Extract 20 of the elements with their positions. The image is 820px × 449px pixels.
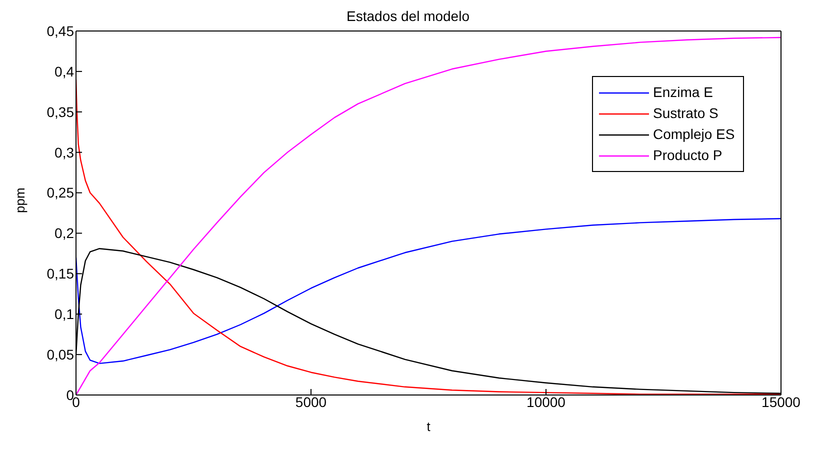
y-tick-label: 0,1 bbox=[54, 306, 74, 322]
y-tick-label: 0,05 bbox=[46, 346, 74, 363]
y-tick-label: 0,2 bbox=[54, 225, 74, 242]
y-tick-label: 0,3 bbox=[54, 144, 74, 160]
x-tick-label: 5000 bbox=[295, 394, 327, 410]
y-tick-label: 0,4 bbox=[54, 63, 74, 80]
legend-label: Producto P bbox=[653, 146, 722, 165]
y-axis-title: ppm bbox=[12, 188, 28, 213]
x-tick-label: 15000 bbox=[762, 394, 801, 410]
x-axis-title: t bbox=[426, 419, 431, 434]
line-series bbox=[76, 218, 781, 364]
x-tick-label: 10000 bbox=[526, 394, 566, 410]
legend-label: Enzima E bbox=[653, 83, 713, 102]
legend-label: Sustrato S bbox=[653, 104, 718, 123]
y-tick-label: 0,45 bbox=[46, 22, 74, 39]
y-tick-label: 0,15 bbox=[46, 266, 74, 282]
legend-label: Complejo ES bbox=[653, 125, 735, 144]
y-tick-label: 0,35 bbox=[46, 104, 74, 120]
y-tick-label: 0,25 bbox=[46, 184, 74, 201]
chart-title: Estados del modelo bbox=[346, 8, 470, 24]
